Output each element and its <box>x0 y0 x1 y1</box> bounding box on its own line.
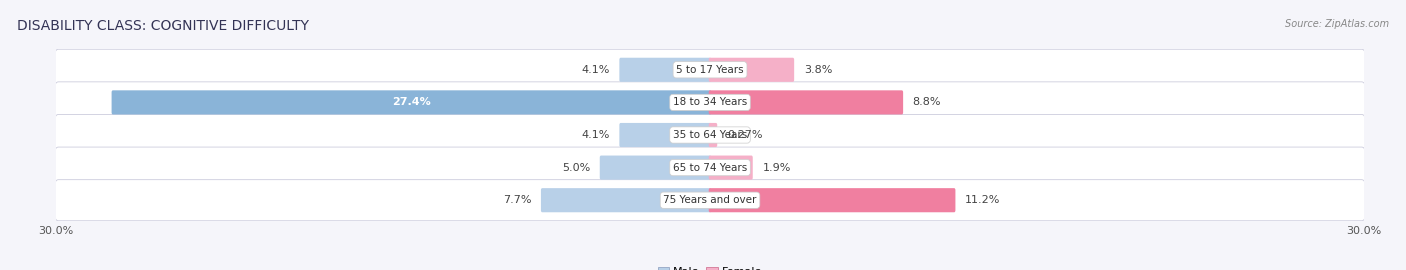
Text: 18 to 34 Years: 18 to 34 Years <box>673 97 747 107</box>
FancyBboxPatch shape <box>709 123 717 147</box>
Text: 11.2%: 11.2% <box>965 195 1001 205</box>
Text: 75 Years and over: 75 Years and over <box>664 195 756 205</box>
FancyBboxPatch shape <box>55 114 1365 156</box>
Text: Source: ZipAtlas.com: Source: ZipAtlas.com <box>1285 19 1389 29</box>
Text: 8.8%: 8.8% <box>912 97 941 107</box>
FancyBboxPatch shape <box>709 188 956 212</box>
FancyBboxPatch shape <box>55 49 1365 90</box>
Text: 27.4%: 27.4% <box>392 97 430 107</box>
Legend: Male, Female: Male, Female <box>654 262 766 270</box>
FancyBboxPatch shape <box>620 58 711 82</box>
FancyBboxPatch shape <box>111 90 711 114</box>
FancyBboxPatch shape <box>541 188 711 212</box>
Text: 5 to 17 Years: 5 to 17 Years <box>676 65 744 75</box>
Text: 7.7%: 7.7% <box>503 195 531 205</box>
Text: DISABILITY CLASS: COGNITIVE DIFFICULTY: DISABILITY CLASS: COGNITIVE DIFFICULTY <box>17 19 309 33</box>
FancyBboxPatch shape <box>709 90 903 114</box>
Text: 4.1%: 4.1% <box>582 65 610 75</box>
FancyBboxPatch shape <box>600 156 711 180</box>
Text: 3.8%: 3.8% <box>804 65 832 75</box>
Text: 4.1%: 4.1% <box>582 130 610 140</box>
Text: 65 to 74 Years: 65 to 74 Years <box>673 163 747 173</box>
Text: 5.0%: 5.0% <box>562 163 591 173</box>
Text: 0.27%: 0.27% <box>727 130 762 140</box>
FancyBboxPatch shape <box>55 180 1365 221</box>
FancyBboxPatch shape <box>709 156 752 180</box>
Text: 35 to 64 Years: 35 to 64 Years <box>673 130 747 140</box>
FancyBboxPatch shape <box>709 58 794 82</box>
FancyBboxPatch shape <box>55 147 1365 188</box>
Text: 1.9%: 1.9% <box>762 163 790 173</box>
FancyBboxPatch shape <box>620 123 711 147</box>
FancyBboxPatch shape <box>55 82 1365 123</box>
